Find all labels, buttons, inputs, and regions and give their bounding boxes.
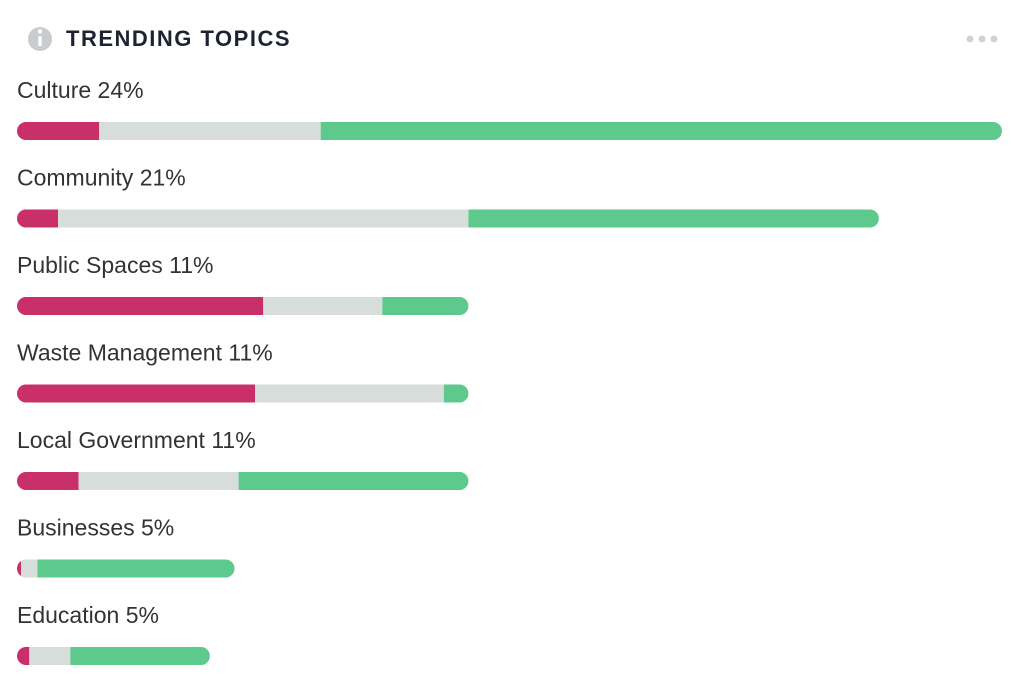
bar-segment <box>17 209 59 228</box>
bar-segment <box>443 384 469 403</box>
topic-label: Culture 24% <box>17 77 144 103</box>
topic-label: Waste Management 11% <box>17 340 273 366</box>
stacked-bar <box>17 384 469 403</box>
bar-segment <box>382 297 469 315</box>
info-icon[interactable] <box>28 27 52 51</box>
bar-segment <box>255 384 444 403</box>
topic-label: Local Government 11% <box>17 427 256 453</box>
stacked-bar <box>17 297 469 315</box>
bar-segment <box>320 122 1002 140</box>
topic-label: Public Spaces 11% <box>17 252 213 278</box>
topic-label: Businesses 5% <box>17 515 174 541</box>
bar-segment <box>17 384 256 403</box>
bar-segment <box>468 209 879 228</box>
bar-segment <box>37 559 235 578</box>
stacked-bar <box>17 559 235 578</box>
widget-title: TRENDING TOPICS <box>66 26 291 51</box>
topic-rows: Culture 24% Community 21% Public Spaces 11… <box>17 77 1002 665</box>
bar-segment <box>17 472 79 490</box>
bar-segment <box>17 559 22 578</box>
bar-segment <box>29 647 71 665</box>
bar-segment <box>238 472 469 490</box>
bar-segment <box>70 647 210 665</box>
topic-label: Community 21% <box>17 165 186 191</box>
bar-segment <box>99 122 321 140</box>
bar-segment <box>17 297 264 315</box>
bar-segment <box>17 647 30 665</box>
bar-segment <box>78 472 239 490</box>
stacked-bar <box>17 647 210 665</box>
bar-segment <box>263 297 383 315</box>
stacked-bar <box>17 472 469 490</box>
bar-segment <box>58 209 469 228</box>
stacked-bar <box>17 122 1002 140</box>
stacked-bar <box>17 209 879 228</box>
more-menu[interactable] <box>966 35 998 43</box>
topic-label: Education 5% <box>17 602 159 628</box>
bar-segment <box>17 122 100 140</box>
bar-segment <box>21 559 38 578</box>
